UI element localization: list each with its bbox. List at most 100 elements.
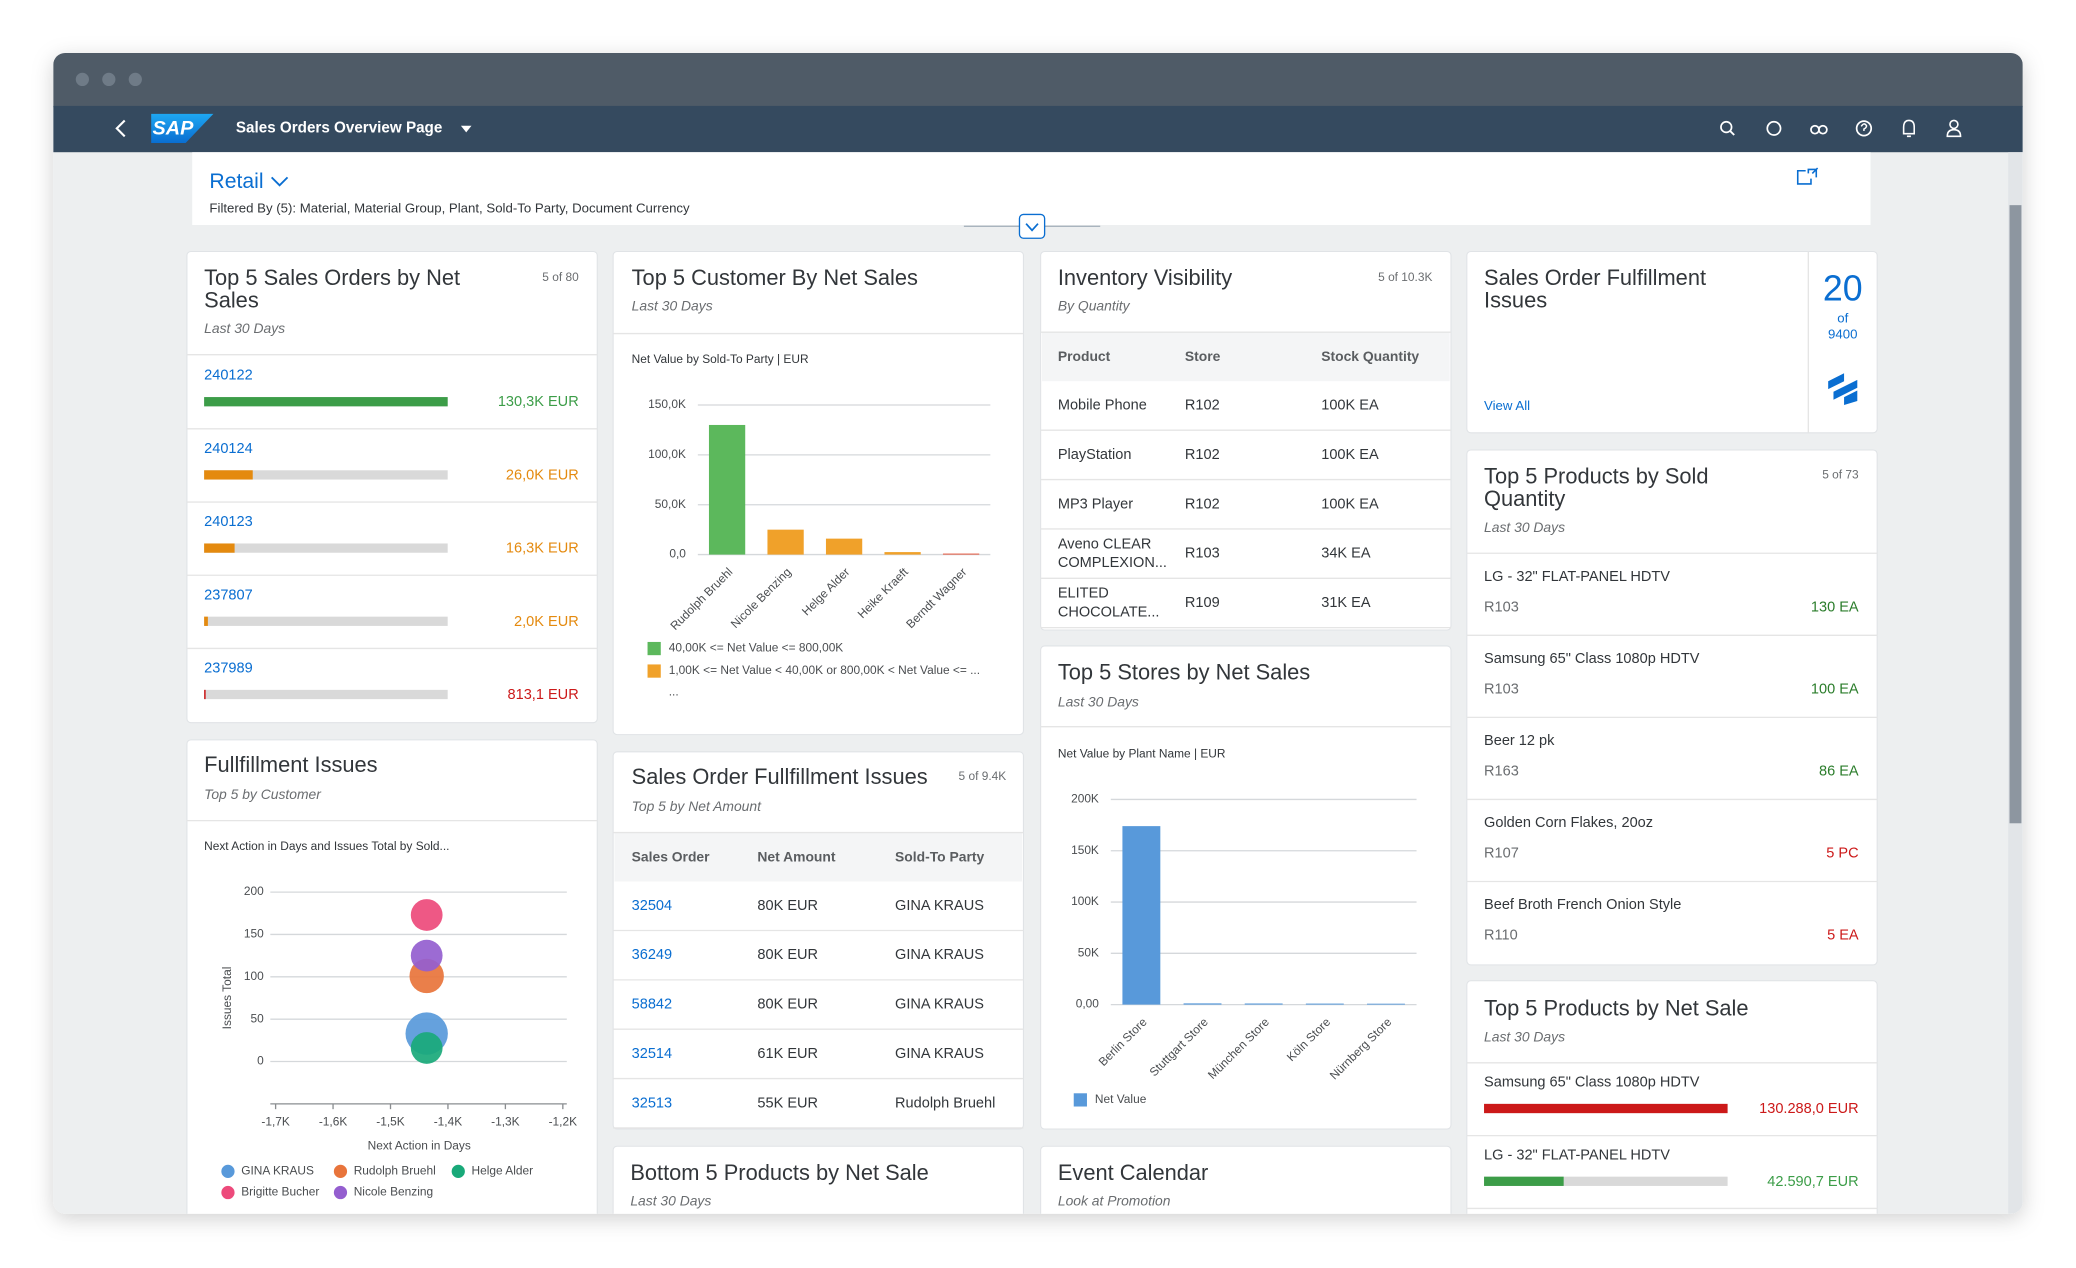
table-cell[interactable]: 32513 — [632, 1095, 672, 1111]
card-title: Sales Order Fullfillment Issues — [632, 764, 928, 789]
legend-label: 40,00K <= Net Value <= 800,00K — [669, 641, 844, 655]
legend-swatch — [221, 1185, 235, 1200]
sales-order-id[interactable]: 240122 — [204, 368, 253, 384]
store-id: R103 — [1484, 599, 1519, 615]
app-title-caret[interactable] — [460, 125, 472, 133]
shell-bar — [53, 105, 2023, 153]
card-top-stores[interactable] — [1040, 645, 1452, 1130]
view-all-link[interactable]: View All — [1484, 398, 1530, 413]
sales-order-id[interactable]: 240123 — [204, 514, 253, 530]
card-title: Quantity — [1484, 486, 1565, 511]
table-cell: R102 — [1185, 447, 1220, 463]
card-title: Top 5 Stores by Net Sales — [1058, 659, 1310, 684]
card-sold-quantity[interactable] — [1466, 449, 1878, 966]
y-tick-label: 50K — [1078, 945, 1099, 959]
y-tick-label: 100,0K — [648, 447, 686, 461]
legend-swatch — [647, 641, 661, 656]
quantity: 86 EA — [1819, 763, 1859, 779]
card-subtitle: Last 30 Days — [630, 1192, 711, 1208]
card-top-customers[interactable] — [612, 250, 1024, 736]
x-axis-label: Next Action in Days — [368, 1138, 471, 1152]
back-button[interactable] — [115, 119, 126, 138]
collapse-button[interactable] — [1018, 213, 1046, 239]
card-title: Event Calendar — [1058, 1160, 1208, 1185]
sales-order-id[interactable]: 237989 — [204, 661, 253, 677]
table-cell[interactable]: 32514 — [632, 1046, 672, 1062]
x-tick-label: -1,4K — [434, 1115, 463, 1129]
bar — [1183, 1003, 1222, 1005]
card-title: Top 5 Sales Orders by Net — [204, 265, 460, 290]
table-cell[interactable]: 58842 — [632, 997, 672, 1013]
y-tick-label: 0,0 — [669, 547, 686, 561]
card-bottom-products[interactable] — [612, 1145, 1024, 1252]
legend-label: Rudolph Bruehl — [354, 1164, 436, 1178]
card-fulfillment-issues[interactable] — [186, 739, 598, 1243]
variant-chevron[interactable] — [270, 176, 289, 187]
table-cell[interactable]: 36249 — [632, 947, 672, 963]
column-header: Net Amount — [757, 848, 835, 864]
y-tick-label: 0,00 — [1076, 997, 1100, 1011]
table-cell[interactable]: 32504 — [632, 898, 672, 914]
legend-label: Net Value — [1095, 1092, 1147, 1106]
help-icon[interactable] — [1855, 120, 1873, 137]
table-header-band — [614, 832, 1023, 882]
chart-title: Next Action in Days and Issues Total by … — [204, 839, 449, 853]
product-name: Golden Corn Flakes, 20oz — [1484, 815, 1653, 831]
legend-swatch — [221, 1164, 235, 1178]
binocular-icon-right[interactable] — [1818, 124, 1828, 135]
table-cell: COMPLEXION... — [1058, 555, 1167, 571]
card-count: 5 of 9.4K — [959, 769, 1007, 783]
quantity: 5 EA — [1827, 928, 1859, 944]
app-title[interactable]: Sales Orders Overview Page — [236, 119, 442, 136]
store-id: R107 — [1484, 846, 1519, 862]
sales-order-id[interactable]: 237807 — [204, 587, 253, 603]
table-cell: 34K EA — [1321, 546, 1371, 562]
legend-swatch — [451, 1164, 465, 1178]
y-tick-label: 150 — [244, 927, 264, 941]
card-kpi[interactable] — [1466, 250, 1878, 434]
search-icon[interactable] — [1720, 120, 1733, 134]
card-title: Sales Order Fulfillment — [1484, 265, 1706, 290]
card-subtitle: Last 30 Days — [1484, 519, 1565, 535]
card-count: 5 of 80 — [542, 270, 579, 284]
bar — [942, 553, 980, 555]
filter-summary: Filtered By (5): Material, Material Grou… — [209, 201, 690, 216]
search-icon-handle — [1729, 130, 1735, 136]
scrollbar-thumb[interactable] — [2009, 205, 2022, 824]
column-header: Store — [1185, 348, 1221, 364]
progress-track — [204, 543, 448, 553]
table-header-band — [1041, 332, 1450, 382]
legend-label: Brigitte Bucher — [241, 1185, 319, 1199]
sales-order-id[interactable]: 240124 — [204, 441, 253, 457]
product-name: Samsung 65" Class 1080p HDTV — [1484, 651, 1700, 667]
store-id: R103 — [1484, 681, 1519, 697]
column-header: Sold-To Party — [895, 848, 984, 864]
legend-label: Nicole Benzing — [354, 1185, 433, 1199]
product-name: Samsung 65" Class 1080p HDTV — [1484, 1075, 1700, 1091]
share-icon[interactable] — [1796, 167, 1819, 185]
card-event-calendar[interactable] — [1040, 1145, 1452, 1252]
copilot-icon[interactable] — [1766, 120, 1782, 136]
table-cell: 100K EA — [1321, 398, 1379, 414]
legend-swatch — [333, 1185, 348, 1200]
bubble — [410, 1032, 443, 1064]
card-count: 5 of 10.3K — [1378, 270, 1432, 284]
bar — [1244, 1003, 1283, 1005]
title-bar — [53, 52, 2023, 108]
card-subtitle: Last 30 Days — [204, 320, 285, 336]
x-tick-label: -1,3K — [491, 1115, 520, 1129]
card-subtitle: Top 5 by Net Amount — [632, 798, 762, 814]
table-cell: CHOCOLATE... — [1058, 604, 1160, 620]
legend-swatch — [1073, 1093, 1087, 1107]
legend-label: GINA KRAUS — [241, 1164, 314, 1178]
user-icon-head[interactable] — [1949, 119, 1959, 130]
notification-icon[interactable] — [1902, 119, 1916, 138]
store-id: R110 — [1484, 928, 1518, 944]
progress-bar — [204, 543, 235, 553]
progress-bar — [1484, 1176, 1564, 1186]
variant-name[interactable]: Retail — [209, 170, 263, 193]
card-top-sales-orders[interactable] — [186, 250, 598, 724]
table-cell: 31K EA — [1321, 595, 1371, 611]
kpi-icon — [1828, 373, 1858, 406]
